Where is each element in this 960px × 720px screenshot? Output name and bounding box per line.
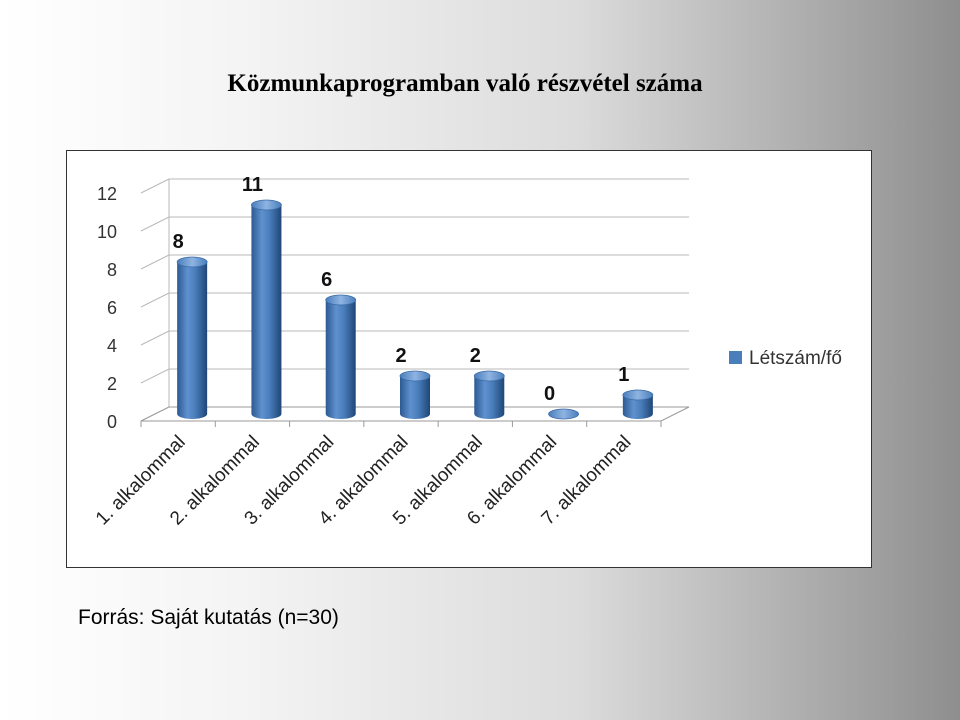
legend: Létszám/fő (729, 348, 842, 369)
bar (251, 199, 282, 419)
bar (399, 370, 431, 419)
y-tick-label: 10 (97, 222, 117, 242)
y-tick-label: 4 (107, 336, 117, 356)
y-tick-label: 0 (107, 412, 117, 432)
bar-body (251, 205, 282, 419)
y-tick-label: 12 (97, 184, 117, 204)
gridline-side (140, 216, 170, 232)
data-label: 8 (173, 231, 184, 253)
data-label: 2 (470, 345, 481, 367)
data-label: 2 (395, 345, 406, 367)
bar (622, 389, 654, 419)
bar-top (325, 294, 357, 306)
data-label: 11 (242, 174, 263, 196)
bar-body (474, 376, 505, 419)
bar-top (176, 256, 208, 268)
bar (176, 256, 208, 419)
bar-top (622, 389, 654, 401)
bar-body (177, 262, 208, 419)
gridline-side (140, 254, 170, 270)
source-note: Forrás: Saját kutatás (n=30) (78, 606, 339, 629)
gridline-side (140, 178, 170, 194)
bar (548, 408, 579, 420)
bar-body (400, 376, 430, 419)
gridline-side (140, 330, 170, 346)
gridline-side (140, 368, 170, 384)
bar-top (399, 370, 431, 382)
data-label: 6 (321, 269, 332, 291)
bar (473, 370, 505, 419)
y-tick-label: 2 (107, 374, 117, 394)
data-label: 0 (544, 383, 555, 405)
data-label: 1 (618, 364, 629, 386)
bar-top (548, 408, 579, 420)
bar-top (251, 199, 282, 211)
chart-container: 0 2 4 6 8 10 12 8 1. alkalommal 11 2. alkalommal 6 3… (66, 150, 872, 568)
legend-label: Létszám/fő (749, 348, 842, 369)
bar-top (473, 370, 505, 382)
gridline-side (140, 292, 170, 308)
y-tick-label: 6 (107, 298, 117, 318)
bar-body (622, 395, 653, 419)
legend-swatch (729, 351, 742, 364)
slide-title: Közmunkaprogramban való részvétel száma (227, 70, 703, 97)
bar-body (325, 300, 356, 419)
bar (325, 294, 357, 419)
y-tick-label: 8 (107, 260, 117, 280)
